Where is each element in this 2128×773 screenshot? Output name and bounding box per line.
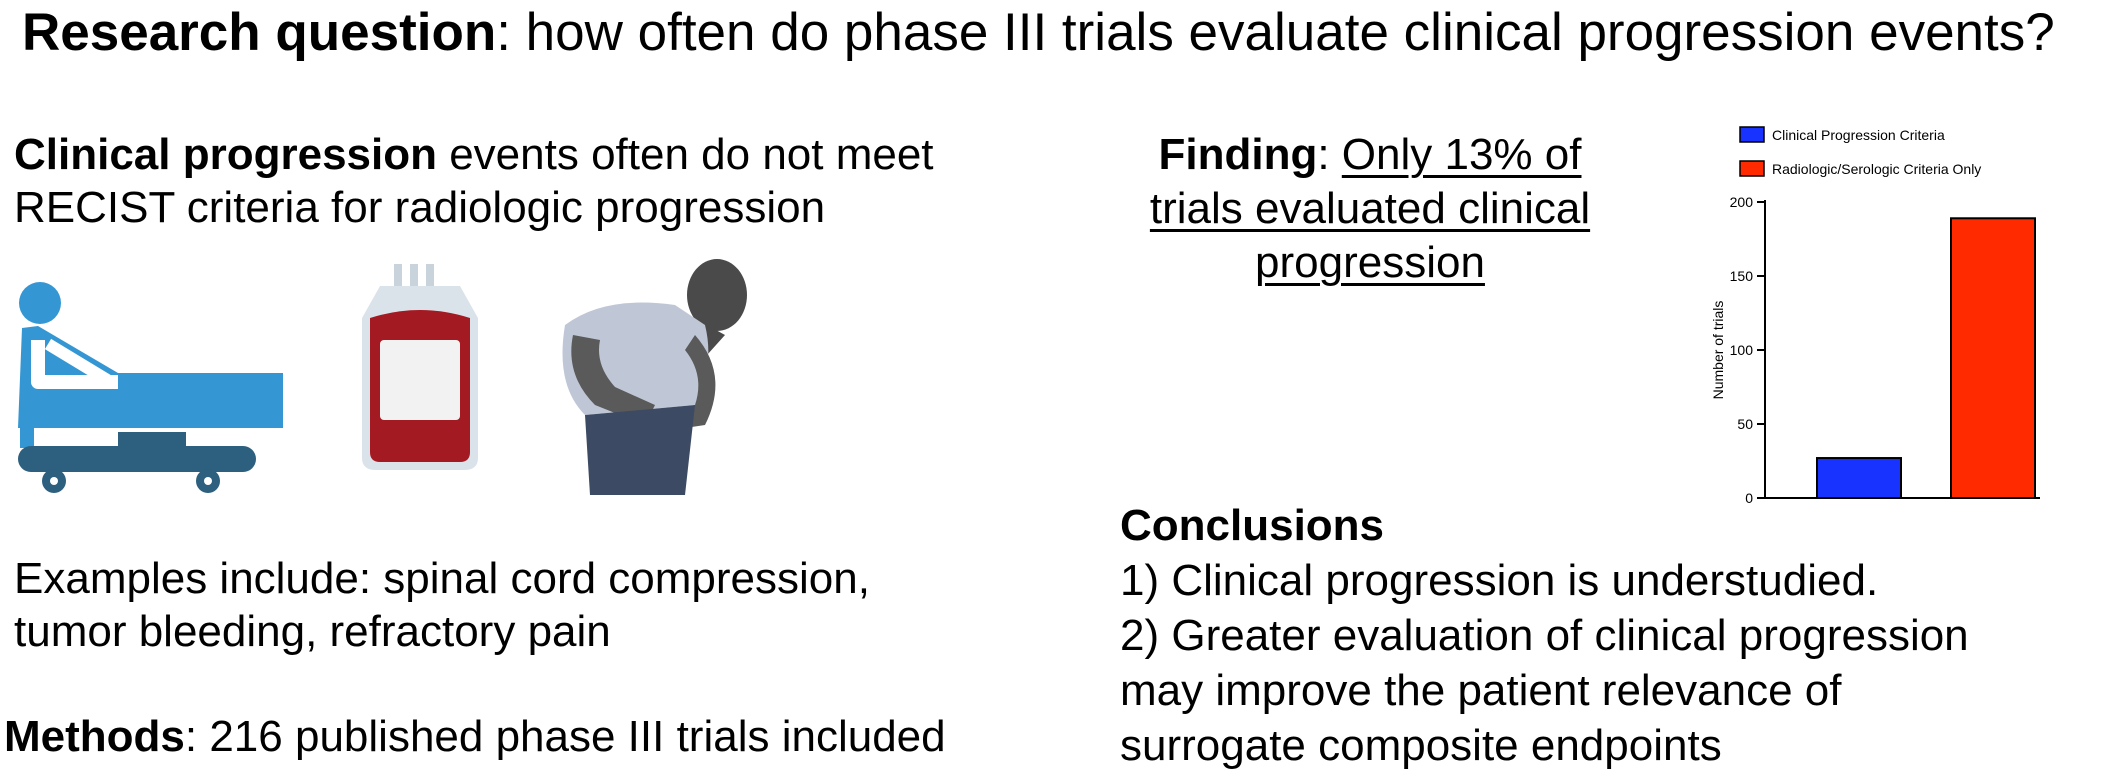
examples-line2: tumor bleeding, refractory pain: [14, 607, 611, 656]
conclusions-heading: Conclusions: [1120, 501, 1385, 550]
finding-label: Finding: [1158, 130, 1318, 179]
y-axis-label: Number of trials: [1710, 301, 1726, 400]
title-bold: Research question: [22, 3, 497, 62]
bar: [1816, 457, 1902, 500]
finding-colon: :: [1317, 130, 1342, 179]
page-title: Research question: how often do phase II…: [22, 2, 2055, 64]
conclusion-line3: may improve the patient relevance of: [1120, 666, 1842, 715]
title-rest: : how often do phase III trials evaluate…: [496, 3, 2055, 62]
legend-swatch: [1739, 160, 1765, 177]
blood-bag-icon: [362, 264, 478, 470]
conclusion-line1: 1) Clinical progression is understudied.: [1120, 556, 1879, 605]
bar-chart: Clinical Progression Criteria Radiologic/…: [1710, 126, 2040, 506]
conclusion-line2: 2) Greater evaluation of clinical progre…: [1120, 611, 1969, 660]
y-tick-label: 50: [1737, 416, 1753, 432]
person-in-pain-icon: [562, 259, 747, 495]
methods-rest: : 216 published phase III trials include…: [184, 712, 946, 761]
bar: [1950, 217, 2036, 499]
conclusion-line4: surrogate composite endpoints: [1120, 721, 1722, 770]
finding-line1: Only 13% of: [1341, 130, 1582, 179]
intro-line2: RECIST criteria for radiologic progressi…: [14, 183, 826, 232]
conclusions-section: Conclusions 1) Clinical progression is u…: [1120, 498, 1969, 773]
y-axis: 0 50 100 150 200: [1730, 194, 2040, 506]
legend-label: Clinical Progression Criteria: [1772, 127, 1945, 143]
intro-bold: Clinical progression: [14, 130, 437, 179]
intro-text: Clinical progression events often do not…: [14, 128, 934, 234]
intro-rest: events often do not meet: [436, 130, 934, 179]
y-tick-label: 200: [1730, 194, 1754, 210]
legend-swatch: [1739, 126, 1765, 143]
y-tick-label: 0: [1745, 490, 1753, 506]
examples-line1: Examples include: spinal cord compressio…: [14, 554, 870, 603]
hospital-bed-icon: [18, 282, 283, 493]
chart-legend: Clinical Progression Criteria Radiologic/…: [1739, 126, 1981, 177]
finding-line2: trials evaluated clinical: [1149, 184, 1591, 233]
finding-line3: progression: [1255, 238, 1485, 287]
methods-bold: Methods: [4, 712, 185, 761]
chart-bars: [1816, 217, 2036, 500]
y-tick-label: 100: [1730, 342, 1754, 358]
methods-text: Methods: 216 published phase III trials …: [4, 710, 946, 763]
y-tick-label: 150: [1730, 268, 1754, 284]
examples-text: Examples include: spinal cord compressio…: [14, 552, 870, 658]
legend-label: Radiologic/Serologic Criteria Only: [1772, 161, 1981, 177]
finding-text: Finding: Only 13% of trials evaluated cl…: [1090, 128, 1650, 290]
